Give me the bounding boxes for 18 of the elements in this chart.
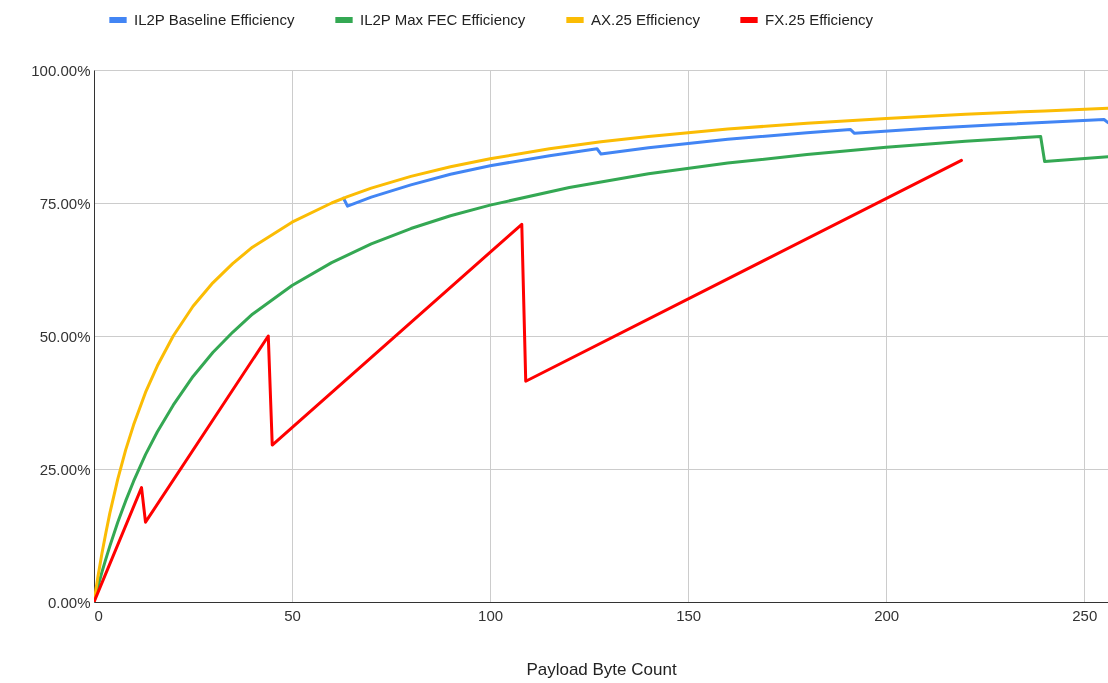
legend-label: AX.25 Efficiency: [591, 11, 701, 28]
line-series: [94, 158, 963, 602]
x-tick-label: 0: [94, 606, 103, 624]
x-tick-label: 150: [676, 606, 702, 624]
x-tick-label: 50: [284, 606, 301, 624]
legend-label: IL2P Max FEC Efficiency: [360, 11, 526, 28]
y-tick-label: 100.00%: [31, 61, 91, 79]
y-tick-label: 50.00%: [39, 327, 91, 345]
line-series: [342, 117, 1108, 208]
y-tick-label: 0.00%: [47, 593, 91, 611]
y-tick-label: 75.00%: [39, 194, 91, 212]
x-tick-label: 100: [478, 606, 504, 624]
x-axis-title: Payload Byte Count: [526, 659, 677, 679]
legend-label: IL2P Baseline Efficiency: [134, 11, 295, 28]
y-tick-label: 25.00%: [39, 460, 91, 478]
x-tick-label: 200: [874, 606, 900, 624]
legend-label: FX.25 Efficiency: [765, 11, 874, 28]
x-tick-label: 250: [1072, 606, 1098, 624]
